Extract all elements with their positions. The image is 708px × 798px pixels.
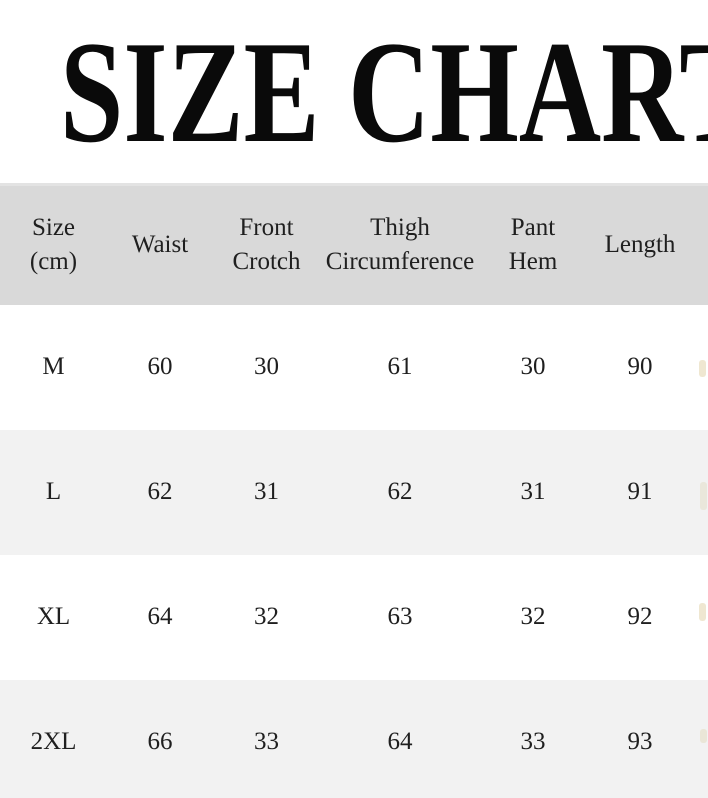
cell-size: 2XL bbox=[30, 728, 77, 755]
cell-pant-hem: 33 bbox=[520, 728, 546, 755]
cell-size: XL bbox=[36, 603, 71, 630]
page-title: SIZE CHART bbox=[60, 10, 708, 173]
header-cell-thigh-circumference: Thigh Circumference bbox=[320, 183, 480, 305]
cell-waist: 66 bbox=[147, 728, 173, 755]
cell-pant-hem: 32 bbox=[520, 603, 546, 630]
clipped-column-fragment bbox=[699, 360, 706, 377]
cell-waist: 60 bbox=[147, 353, 173, 380]
size-row-2xl: 2XL 66 33 64 33 93 bbox=[0, 679, 708, 798]
cell-size: M bbox=[42, 353, 65, 380]
header-line: Hem bbox=[508, 248, 558, 276]
header-cell-clipped bbox=[694, 183, 708, 305]
cell-front-crotch: 32 bbox=[254, 603, 279, 630]
size-row-m: M 60 30 61 30 90 bbox=[0, 304, 708, 430]
header-line: Front bbox=[239, 214, 294, 242]
cell-thigh-circumference: 61 bbox=[387, 353, 413, 380]
header-line: Length bbox=[604, 231, 676, 259]
header-line: Pant bbox=[510, 214, 556, 242]
cell-front-crotch: 33 bbox=[254, 728, 279, 755]
header-line: Size bbox=[31, 214, 76, 242]
title-band: SIZE CHART bbox=[0, 0, 708, 183]
cell-length: 90 bbox=[627, 353, 653, 380]
header-line: Thigh bbox=[370, 214, 430, 242]
header-row: Size (cm) Waist Front Crotch Thigh Circu… bbox=[0, 183, 708, 305]
cell-thigh-circumference: 63 bbox=[387, 603, 413, 630]
cell-waist: 64 bbox=[147, 603, 173, 630]
header-line: (cm) bbox=[29, 248, 78, 276]
cell-waist: 62 bbox=[147, 478, 173, 505]
cell-pant-hem: 31 bbox=[520, 478, 546, 505]
header-cell-front-crotch: Front Crotch bbox=[213, 183, 320, 305]
cell-length: 92 bbox=[627, 603, 653, 630]
size-row-l: L 62 31 62 31 91 bbox=[0, 429, 708, 555]
header-line: Circumference bbox=[325, 248, 475, 276]
cell-length: 91 bbox=[627, 478, 653, 505]
clipped-column-fragment bbox=[699, 603, 706, 621]
cell-thigh-circumference: 64 bbox=[387, 728, 413, 755]
clipped-column-fragment bbox=[700, 729, 707, 743]
header-cell-pant-hem: Pant Hem bbox=[480, 183, 586, 305]
cell-pant-hem: 30 bbox=[520, 353, 546, 380]
size-row-xl: XL 64 32 63 32 92 bbox=[0, 554, 708, 680]
cell-length: 93 bbox=[627, 728, 653, 755]
header-cell-length: Length bbox=[586, 183, 694, 305]
clipped-column-fragment bbox=[700, 482, 707, 510]
header-cell-waist: Waist bbox=[107, 183, 213, 305]
cell-front-crotch: 30 bbox=[254, 353, 279, 380]
header-cell-size: Size (cm) bbox=[0, 183, 107, 305]
cell-size: L bbox=[45, 478, 62, 505]
size-chart-table: Size (cm) Waist Front Crotch Thigh Circu… bbox=[0, 183, 708, 798]
cell-front-crotch: 31 bbox=[254, 478, 279, 505]
header-line: Waist bbox=[131, 231, 189, 259]
header-line: Crotch bbox=[232, 248, 301, 276]
cell-thigh-circumference: 62 bbox=[387, 478, 413, 505]
